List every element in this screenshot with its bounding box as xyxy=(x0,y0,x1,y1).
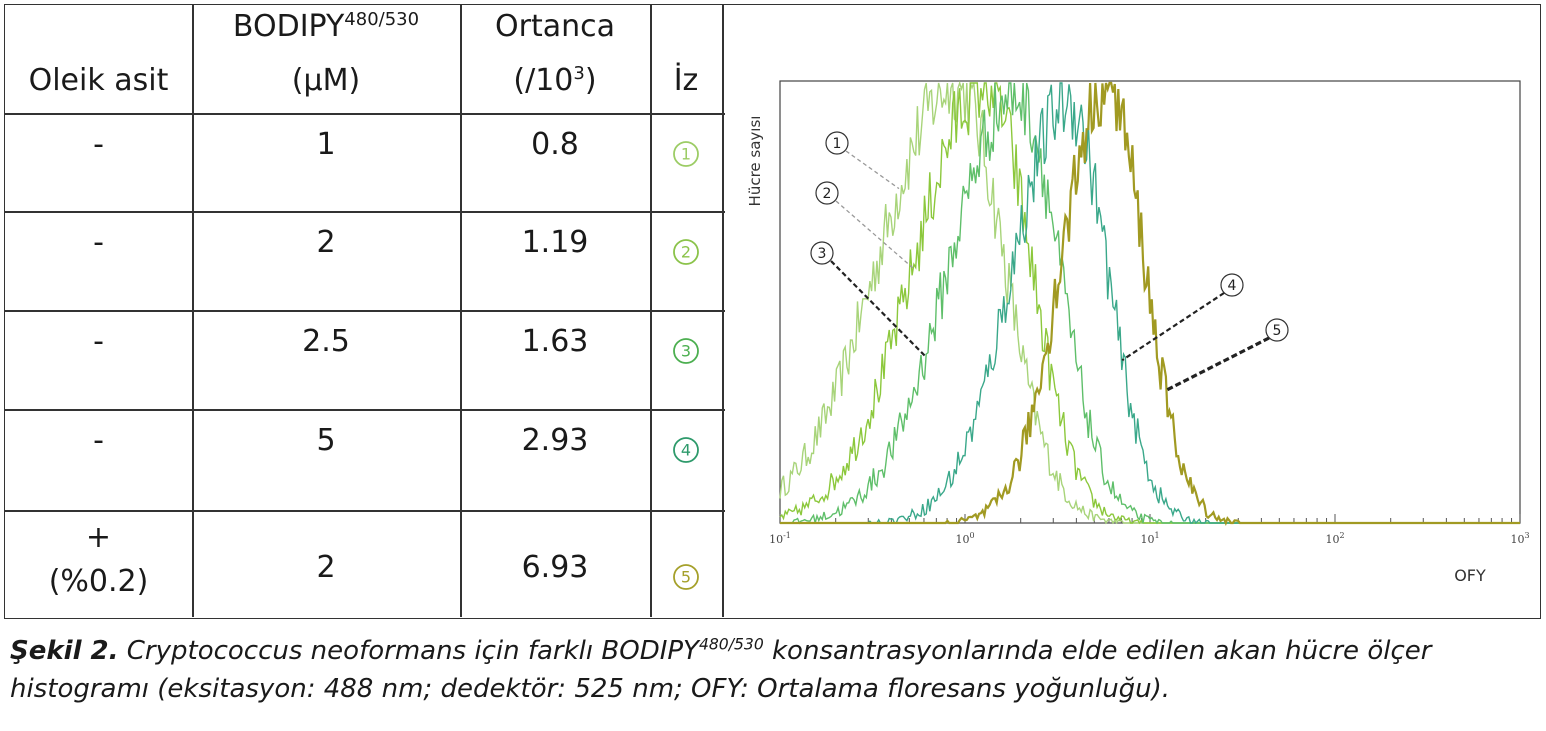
trace-marker-label: 1 xyxy=(681,145,691,164)
table-divider xyxy=(5,510,725,512)
x-tick-exp: 3 xyxy=(1524,531,1529,540)
x-tick-label: 103 xyxy=(1510,531,1529,546)
table-divider xyxy=(5,409,725,411)
annotation-leader xyxy=(1164,336,1270,393)
trace-marker-icon: 3 xyxy=(673,338,699,364)
annotation-label: 2 xyxy=(823,186,832,202)
annotation-label: 4 xyxy=(1228,278,1237,294)
x-tick-base: 10 xyxy=(1510,533,1524,546)
x-tick-base: 10 xyxy=(1140,533,1154,546)
header-trace: İz xyxy=(673,63,699,98)
annotation-leader xyxy=(845,150,900,190)
cell-oleic-acid: - xyxy=(93,324,104,359)
caption-sup: 480/530 xyxy=(698,635,764,654)
cell-bodipy: 2 xyxy=(316,550,336,585)
annotation-leader xyxy=(835,200,914,269)
trace-marker-label: 3 xyxy=(681,342,691,361)
figure-caption: Şekil 2. Cryptococcus neoformans için fa… xyxy=(10,632,1540,708)
x-axis-label: OFY xyxy=(1454,566,1486,585)
table-divider xyxy=(5,211,725,213)
x-tick-label: 10-1 xyxy=(769,531,791,546)
header-median: Ortanca xyxy=(495,9,615,44)
cell-oleic-acid: - xyxy=(93,127,104,162)
header-median-unit-post: ) xyxy=(584,63,597,98)
caption-text: Cryptococcus neoformans için farklı BODI… xyxy=(118,636,699,666)
caption-label: Şekil 2. xyxy=(10,636,119,666)
annotation-circle xyxy=(1220,273,1244,297)
cell-bodipy: 2 xyxy=(316,225,336,260)
cell-oleic-acid: + xyxy=(85,520,112,555)
trace-marker-label: 2 xyxy=(681,243,691,262)
x-tick-base: 10 xyxy=(955,533,969,546)
x-tick-label: 100 xyxy=(955,531,974,546)
table-divider xyxy=(5,113,725,115)
annotation-circle xyxy=(1265,318,1289,342)
x-tick-exp: 1 xyxy=(1154,531,1159,540)
cell-median: 6.93 xyxy=(521,550,589,585)
cell-bodipy: 2.5 xyxy=(302,324,350,359)
x-tick-label: 102 xyxy=(1325,531,1344,546)
y-axis-label: Hücre sayısı xyxy=(746,116,764,207)
cell-oleic-acid-amount: (%0.2) xyxy=(48,564,149,599)
trace-marker-label: 5 xyxy=(681,568,691,587)
header-bodipy-sup: 480/530 xyxy=(344,9,420,30)
x-tick-label: 101 xyxy=(1140,531,1159,546)
figure-panel: Oleik asit BODIPY480/530 (µM) Ortanca (/… xyxy=(4,4,1541,619)
trace-marker-icon: 5 xyxy=(673,564,699,590)
annotation-label: 1 xyxy=(833,136,842,152)
cell-bodipy: 5 xyxy=(316,423,336,458)
annotation-leader xyxy=(830,260,926,357)
x-tick-exp: 0 xyxy=(969,531,974,540)
header-median-unit-sup: 3 xyxy=(573,63,585,84)
annotation-circle xyxy=(815,181,839,205)
caption-text-end: konsantrasyonlarında elde edilen akan hü… xyxy=(10,636,1432,704)
x-tick-exp: -1 xyxy=(783,531,791,540)
header-bodipy-unit: (µM) xyxy=(291,63,361,98)
cell-median: 2.93 xyxy=(521,423,589,458)
annotation-label: 3 xyxy=(818,246,827,262)
x-tick-base: 10 xyxy=(769,533,783,546)
header-bodipy-label: BODIPY xyxy=(232,9,345,44)
cell-oleic-acid: - xyxy=(93,423,104,458)
cell-median: 1.19 xyxy=(521,225,589,260)
header-median-unit: (/103) xyxy=(460,63,650,99)
header-bodipy: BODIPY480/530 xyxy=(192,9,460,45)
header-oleic-acid: Oleik asit xyxy=(28,63,169,98)
annotation-circle xyxy=(825,131,849,155)
trace-marker-icon: 1 xyxy=(673,141,699,167)
x-tick-exp: 2 xyxy=(1339,531,1344,540)
header-median-unit-pre: (/10 xyxy=(513,63,574,98)
cell-oleic-acid: - xyxy=(93,225,104,260)
cell-bodipy: 1 xyxy=(316,127,336,162)
data-table: Oleik asit BODIPY480/530 (µM) Ortanca (/… xyxy=(5,5,725,617)
x-tick-base: 10 xyxy=(1325,533,1339,546)
trace-marker-icon: 4 xyxy=(673,437,699,463)
table-divider xyxy=(5,310,725,312)
trace-marker-label: 4 xyxy=(681,441,691,460)
cell-median: 0.8 xyxy=(531,127,579,162)
histogram-trace-5 xyxy=(780,81,1520,526)
cell-median: 1.63 xyxy=(521,324,589,359)
annotation-circle xyxy=(810,241,834,265)
annotation-label: 5 xyxy=(1273,323,1282,339)
annotation-leader xyxy=(1121,292,1225,362)
trace-marker-icon: 2 xyxy=(673,239,699,265)
